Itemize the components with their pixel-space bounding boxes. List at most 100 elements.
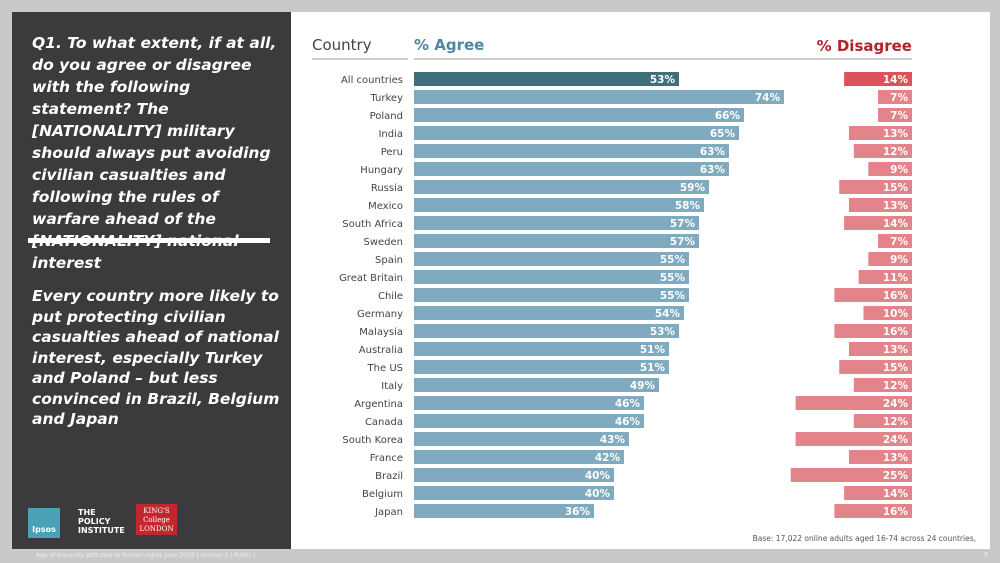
agree-bar — [414, 342, 669, 356]
category-label: Italy — [381, 381, 403, 392]
category-label: The US — [367, 363, 403, 374]
category-label: Turkey — [369, 93, 403, 104]
disagree-bar — [834, 288, 912, 302]
agree-value-label: 74% — [755, 92, 781, 104]
disagree-value-label: 15% — [883, 182, 909, 194]
agree-value-label: 46% — [615, 398, 641, 410]
agree-value-label: 55% — [660, 272, 686, 284]
agree-value-label: 40% — [585, 488, 611, 500]
disagree-value-label: 24% — [883, 434, 909, 446]
agree-bar — [414, 324, 679, 338]
agree-bar — [414, 468, 614, 482]
agree-value-label: 55% — [660, 290, 686, 302]
question-text: Q1. To what extent, if at all, do you ag… — [32, 34, 277, 272]
category-label: All countries — [341, 75, 403, 86]
disagree-value-label: 14% — [883, 488, 909, 500]
agree-bar — [414, 270, 689, 284]
agree-value-label: 43% — [600, 434, 626, 446]
disagree-bar — [844, 486, 912, 500]
category-label: Mexico — [368, 201, 403, 212]
base-note: Base: 17,022 online adults aged 16-74 ac… — [752, 534, 976, 543]
category-label: South Africa — [342, 219, 403, 230]
disagree-bar — [863, 306, 912, 320]
disagree-value-label: 13% — [883, 200, 909, 212]
category-label: Japan — [374, 507, 403, 518]
ipsos-logo: Ipsos — [28, 508, 60, 538]
header-underline — [312, 58, 408, 60]
disagree-bar — [790, 468, 912, 482]
disagree-bar — [853, 144, 912, 158]
disagree-value-label: 7% — [890, 92, 908, 104]
agree-value-label: 57% — [670, 218, 696, 230]
category-label: Great Britain — [339, 273, 403, 284]
agree-bar — [414, 432, 629, 446]
category-label: Sweden — [363, 237, 403, 248]
agree-bar — [414, 360, 669, 374]
agree-value-label: 66% — [715, 110, 741, 122]
disagree-bar — [868, 162, 912, 176]
agree-value-label: 65% — [710, 128, 736, 140]
category-label: Argentina — [354, 399, 403, 410]
disagree-header: % Disagree — [817, 37, 912, 55]
disagree-value-label: 16% — [883, 506, 909, 518]
category-label: Malaysia — [359, 327, 403, 338]
agree-value-label: 51% — [640, 344, 666, 356]
agree-value-label: 58% — [675, 200, 701, 212]
disagree-value-label: 15% — [883, 362, 909, 374]
disagree-bar — [858, 270, 912, 284]
agree-value-label: 46% — [615, 416, 641, 428]
question-panel: Q1. To what extent, if at all, do you ag… — [12, 12, 291, 549]
kings-college-logo: KING'S College LONDON — [136, 504, 177, 535]
category-label: Hungary — [360, 165, 403, 176]
agree-bar — [414, 378, 659, 392]
agree-bar — [414, 486, 614, 500]
disagree-value-label: 13% — [883, 344, 909, 356]
agree-bar — [414, 288, 689, 302]
disagree-bar — [878, 90, 912, 104]
bar-chart: Country % Agree % Disagree All countries 53%… — [312, 36, 912, 518]
disagree-value-label: 11% — [883, 272, 909, 284]
country-header: Country — [312, 36, 372, 54]
disagree-value-label: 14% — [883, 218, 909, 230]
agree-bar — [414, 216, 699, 230]
disagree-bar — [834, 504, 912, 518]
disagree-bar — [878, 108, 912, 122]
agree-value-label: 53% — [650, 74, 676, 86]
agree-bar — [414, 504, 594, 518]
category-label: Brazil — [375, 471, 403, 482]
category-label: Belgium — [362, 489, 403, 500]
agree-value-label: 36% — [565, 506, 591, 518]
disagree-value-label: 9% — [890, 164, 908, 176]
category-label: India — [378, 129, 403, 140]
category-label: Peru — [381, 147, 403, 158]
disagree-bar — [853, 378, 912, 392]
agree-bar — [414, 450, 624, 464]
disagree-bar — [834, 324, 912, 338]
disagree-value-label: 16% — [883, 290, 909, 302]
disagree-bar — [844, 216, 912, 230]
agree-bar — [414, 234, 699, 248]
category-label: Canada — [365, 417, 403, 428]
agree-value-label: 40% — [585, 470, 611, 482]
agree-bar — [414, 90, 784, 104]
disagree-value-label: 25% — [883, 470, 909, 482]
category-label: Poland — [370, 111, 403, 122]
agree-value-label: 63% — [700, 146, 726, 158]
disagree-bar — [848, 126, 912, 140]
page-number: 3 — [983, 551, 988, 559]
disagree-value-label: 16% — [883, 326, 909, 338]
agree-value-label: 59% — [680, 182, 706, 194]
category-label: Germany — [357, 309, 403, 320]
disagree-value-label: 24% — [883, 398, 909, 410]
disagree-value-label: 12% — [883, 146, 909, 158]
disagree-bar — [848, 198, 912, 212]
disagree-value-label: 14% — [883, 74, 909, 86]
disagree-value-label: 13% — [883, 128, 909, 140]
insight-text: Every country more likely to put protect… — [32, 287, 280, 428]
disagree-bar — [839, 180, 912, 194]
disagree-bar — [844, 72, 912, 86]
disagree-value-label: 7% — [890, 110, 908, 122]
category-label: Spain — [375, 255, 403, 266]
agree-bar — [414, 72, 679, 86]
agree-bar — [414, 144, 729, 158]
